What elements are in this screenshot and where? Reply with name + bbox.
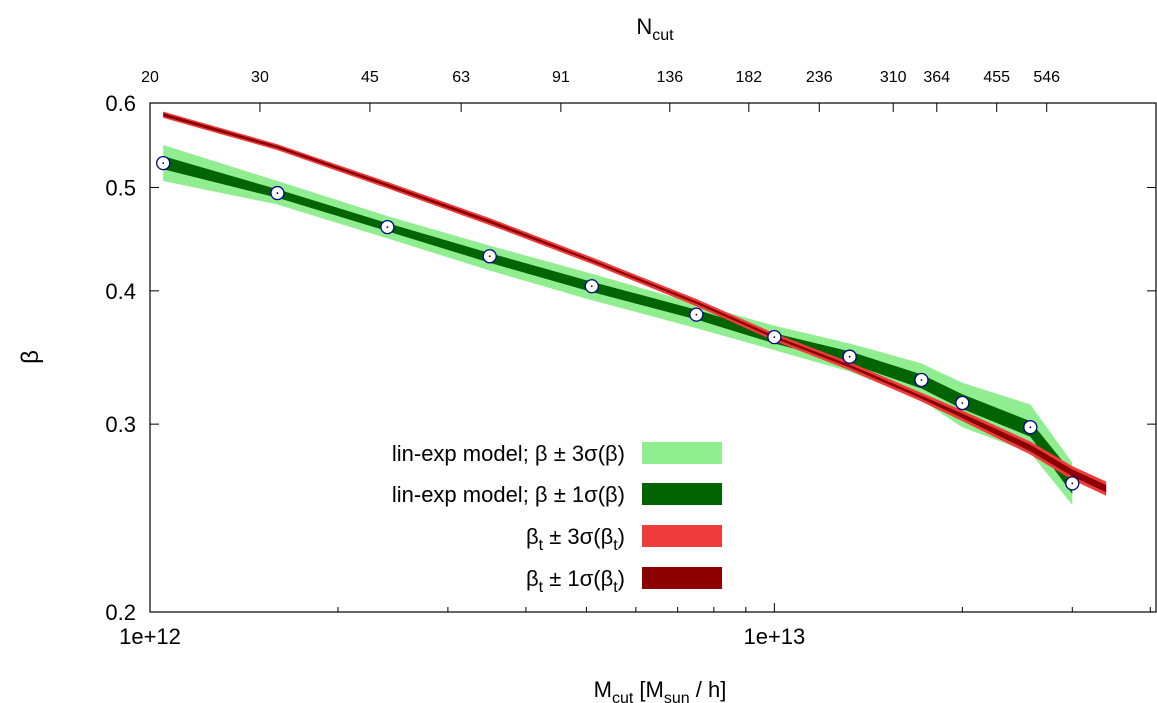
top-tick-label: 310 [880,69,907,86]
top-tick-label: 236 [806,69,833,86]
data-point [842,349,857,364]
bands-layer [163,111,1107,505]
y-tick-label: 0.5 [105,175,136,200]
data-point [156,155,171,171]
legend-label: βt ± 3σ(βt) [526,524,625,554]
data-point [1023,420,1038,435]
top-tick-label: 45 [361,69,379,86]
legend-label: βt ± 1σ(βt) [526,566,625,596]
y-tick-label: 0.4 [105,279,136,304]
y-tick-label: 0.3 [105,412,136,437]
top-tick-label: 30 [251,69,269,86]
top-tick-label: 20 [141,69,159,86]
data-point [1065,476,1080,491]
top-tick-label: 364 [923,69,950,86]
legend-label: lin-exp model; β ± 3σ(β) [392,441,625,466]
x-tick-label: 1e+13 [743,624,805,649]
data-point [270,185,285,201]
y-tick-label: 0.2 [105,600,136,625]
data-point [767,329,782,345]
x-tick-label: 1e+12 [119,624,181,649]
x-axis-title: Mcut [Msun / h] [594,677,727,703]
points-layer [156,155,1080,491]
data-point [914,372,929,388]
plot-border [149,102,1157,613]
top-tick-label: 546 [1033,69,1060,86]
legend-entry: lin-exp model; β ± 3σ(β) [392,441,722,466]
top-axis-title: Ncut [636,14,674,44]
legend-swatch [642,567,722,589]
top-tick-label: 63 [452,69,470,86]
top-tick-label: 91 [552,69,570,86]
legend-swatch [642,483,722,505]
top-tick-label: 182 [735,69,762,86]
data-point [689,307,704,322]
top-tick-label: 136 [656,69,683,86]
plot-frame [149,102,1157,613]
legend-label: lin-exp model; β ± 1σ(β) [392,482,625,507]
legend-swatch [642,525,722,547]
legend-entry: lin-exp model; β ± 1σ(β) [392,482,722,507]
legend-swatch [642,442,722,464]
top-tick-label: 455 [983,69,1010,86]
data-point [584,279,599,294]
data-point [955,395,970,411]
axis-ticks: 0.2 0.3 0.4 0.5 0.6 1e+12 1e+13 20 30 45 63 91 136 18… [105,69,1156,649]
data-point [380,219,395,235]
legend-entry: βt ± 1σ(βt) [526,566,722,596]
legend-entry: βt ± 3σ(βt) [526,524,722,554]
y-tick-label: 0.6 [105,91,136,116]
y-axis-title: β [17,350,44,364]
data-point [482,249,497,264]
band-series-0 [163,145,1073,505]
legend: lin-exp model; β ± 3σ(β) lin-exp model; β… [392,441,722,596]
band-series-1 [163,156,1073,494]
